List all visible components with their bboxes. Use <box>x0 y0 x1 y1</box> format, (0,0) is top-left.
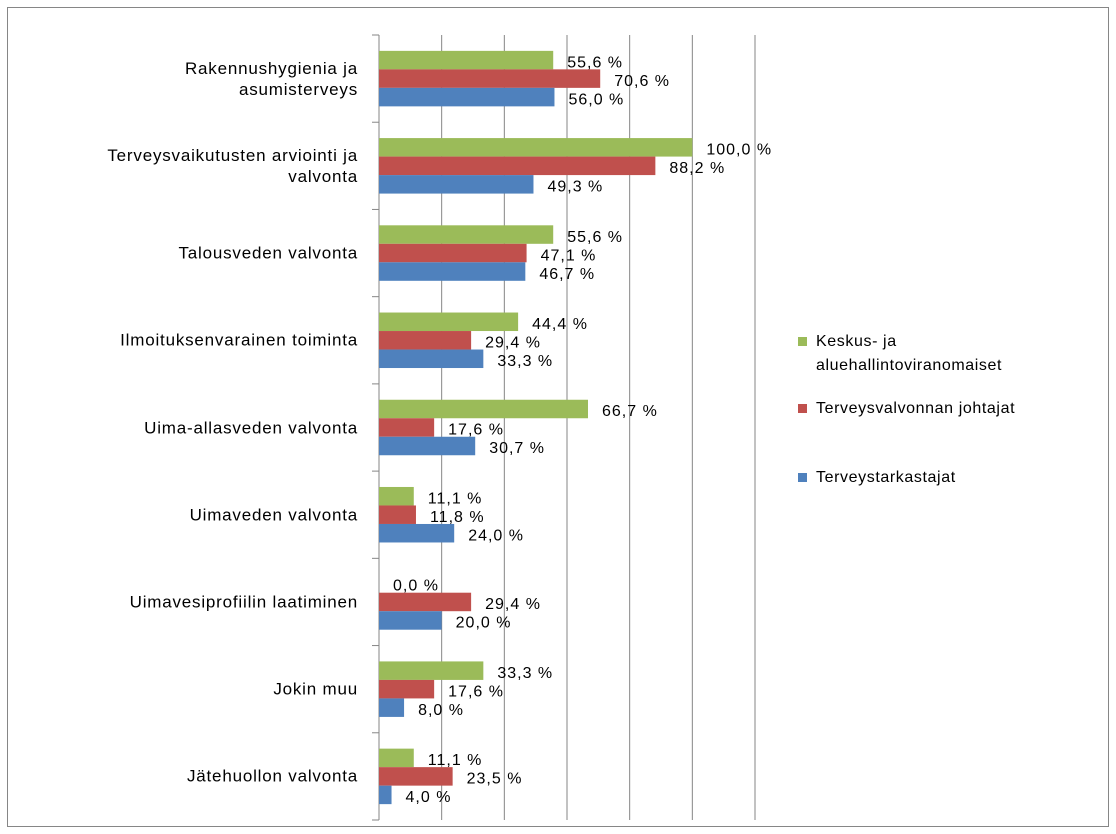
data-label: 8,0 % <box>418 702 464 719</box>
bar <box>379 698 405 717</box>
data-label: 0,0 % <box>393 578 439 595</box>
bar <box>379 243 527 263</box>
data-label: 44,4 % <box>532 316 588 333</box>
bar <box>379 785 392 805</box>
bar <box>379 50 554 70</box>
legend-label: Terveysvalvonnan johtajat <box>816 400 1016 417</box>
data-label: 24,0 % <box>468 527 524 544</box>
y-tick-label: Rakennushygienia ja asumisterveys <box>184 58 358 99</box>
legend-swatch <box>798 473 807 482</box>
bar <box>379 418 435 437</box>
bar <box>379 87 555 107</box>
bar <box>379 175 534 194</box>
data-label: 47,1 % <box>541 247 597 264</box>
data-label: 46,7 % <box>539 266 595 283</box>
bar <box>379 611 442 630</box>
data-label: 30,7 % <box>489 440 545 457</box>
bar <box>379 331 472 350</box>
legend-swatch <box>798 337 807 346</box>
y-tick-label: Jokin muu <box>273 679 358 699</box>
y-tick-label: Talousveden valvonta <box>178 243 358 263</box>
bar <box>379 69 601 88</box>
chart-border <box>7 7 1109 827</box>
data-label: 56,0 % <box>568 91 624 108</box>
bar <box>379 436 476 456</box>
y-tick-label: Uimavesiprofiilin laatiminen <box>129 592 358 612</box>
legend-item: Keskus- ja aluehallintoviranomaiset <box>798 330 1078 378</box>
bar <box>379 748 414 768</box>
data-label: 23,5 % <box>467 771 523 788</box>
legend-label: Keskus- ja aluehallintoviranomaiset <box>816 333 1003 374</box>
bar <box>379 262 526 281</box>
bar <box>379 138 693 157</box>
data-label: 20,0 % <box>456 615 512 632</box>
y-tick-label: Ilmoituksenvarainen toiminta <box>120 330 358 350</box>
data-label: 29,4 % <box>485 334 541 351</box>
data-label: 11,8 % <box>430 509 485 526</box>
bar <box>379 505 416 524</box>
data-label: 100,0 % <box>706 142 772 159</box>
bar <box>379 156 656 176</box>
data-label: 11,1 % <box>428 490 483 507</box>
data-label: 4,0 % <box>406 789 452 806</box>
data-label: 17,6 % <box>448 422 504 439</box>
data-label: 17,6 % <box>448 683 504 700</box>
bar <box>379 679 435 699</box>
legend-label: Terveystarkastajat <box>816 469 956 486</box>
data-label: 11,1 % <box>428 752 483 769</box>
bar <box>379 661 484 680</box>
bar <box>379 486 414 506</box>
bar <box>379 399 588 419</box>
legend-item: Terveystarkastajat <box>798 466 1078 490</box>
data-label: 33,3 % <box>497 353 553 370</box>
y-tick-label: Jätehuollon valvonta <box>186 766 358 786</box>
data-label: 70,6 % <box>614 73 670 90</box>
legend-swatch <box>798 404 807 413</box>
y-tick-label: Uimaveden valvonta <box>189 505 358 525</box>
bar <box>379 592 472 612</box>
data-label: 88,2 % <box>669 160 725 177</box>
data-label: 55,6 % <box>567 54 623 71</box>
bar <box>379 225 554 244</box>
data-label: 49,3 % <box>547 179 603 196</box>
data-label: 55,6 % <box>567 229 623 246</box>
bar <box>379 767 453 786</box>
data-label: 33,3 % <box>497 665 553 682</box>
bar <box>379 349 484 369</box>
y-tick-label: Terveysvaikutusten arviointi ja valvonta <box>107 145 358 186</box>
bar <box>379 312 519 332</box>
legend-item: Terveysvalvonnan johtajat <box>798 397 1078 421</box>
bar <box>379 523 455 543</box>
data-label: 66,7 % <box>602 403 658 420</box>
data-label: 29,4 % <box>485 596 541 613</box>
y-tick-label: Uima-allasveden valvonta <box>144 418 358 437</box>
